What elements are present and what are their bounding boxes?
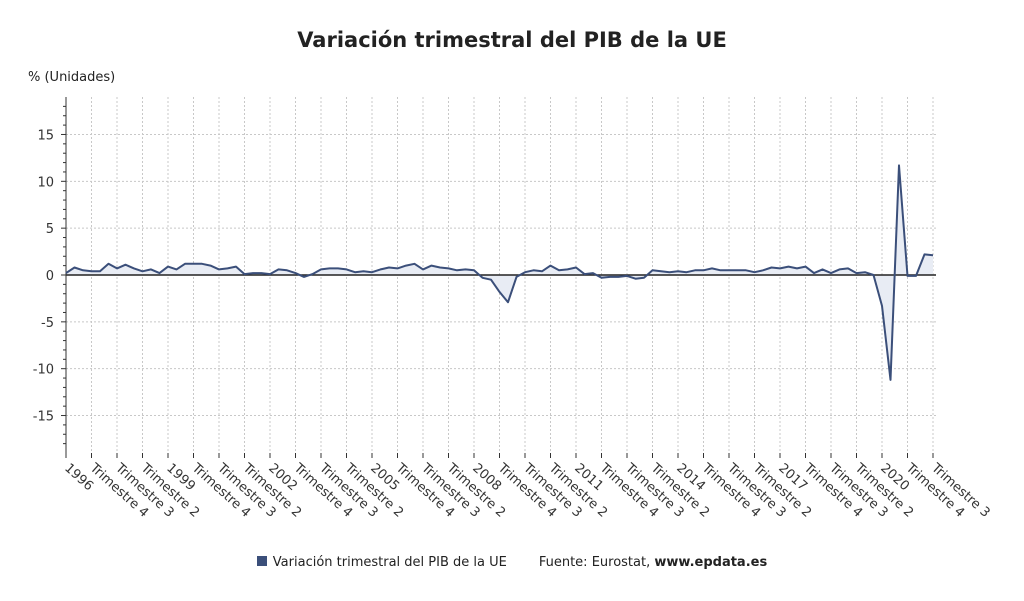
source-site-link[interactable]: www.epdata.es <box>654 555 768 570</box>
series-line[interactable] <box>65 164 934 381</box>
y-tick-label: 10 <box>37 175 54 190</box>
source-prefix: Fuente: Eurostat, <box>538 555 651 570</box>
y-tick-label: -15 <box>33 410 54 425</box>
series-area <box>66 165 933 380</box>
legend-label[interactable]: Variación trimestral del PIB de la UE <box>272 555 507 570</box>
legend-swatch <box>256 556 267 566</box>
y-axis-unit-label: % (Unidades) <box>28 70 116 85</box>
y-tick-label: 5 <box>46 222 54 237</box>
y-tick-label: -5 <box>41 316 54 331</box>
y-tick-label: -10 <box>33 363 54 378</box>
chart-title: Variación trimestral del PIB de la UE <box>297 28 727 52</box>
legend: Variación trimestral del PIB de la UE Fue… <box>0 555 1024 570</box>
x-tick-label: 1996 <box>61 461 96 494</box>
y-axis-ticks: 15 10 5 0 -5 -10 -15 <box>33 105 66 445</box>
y-tick-label: 0 <box>46 269 54 284</box>
y-tick-label: 15 <box>37 128 54 143</box>
source-note: Fuente: Eurostat, www.epdata.es <box>539 555 767 570</box>
